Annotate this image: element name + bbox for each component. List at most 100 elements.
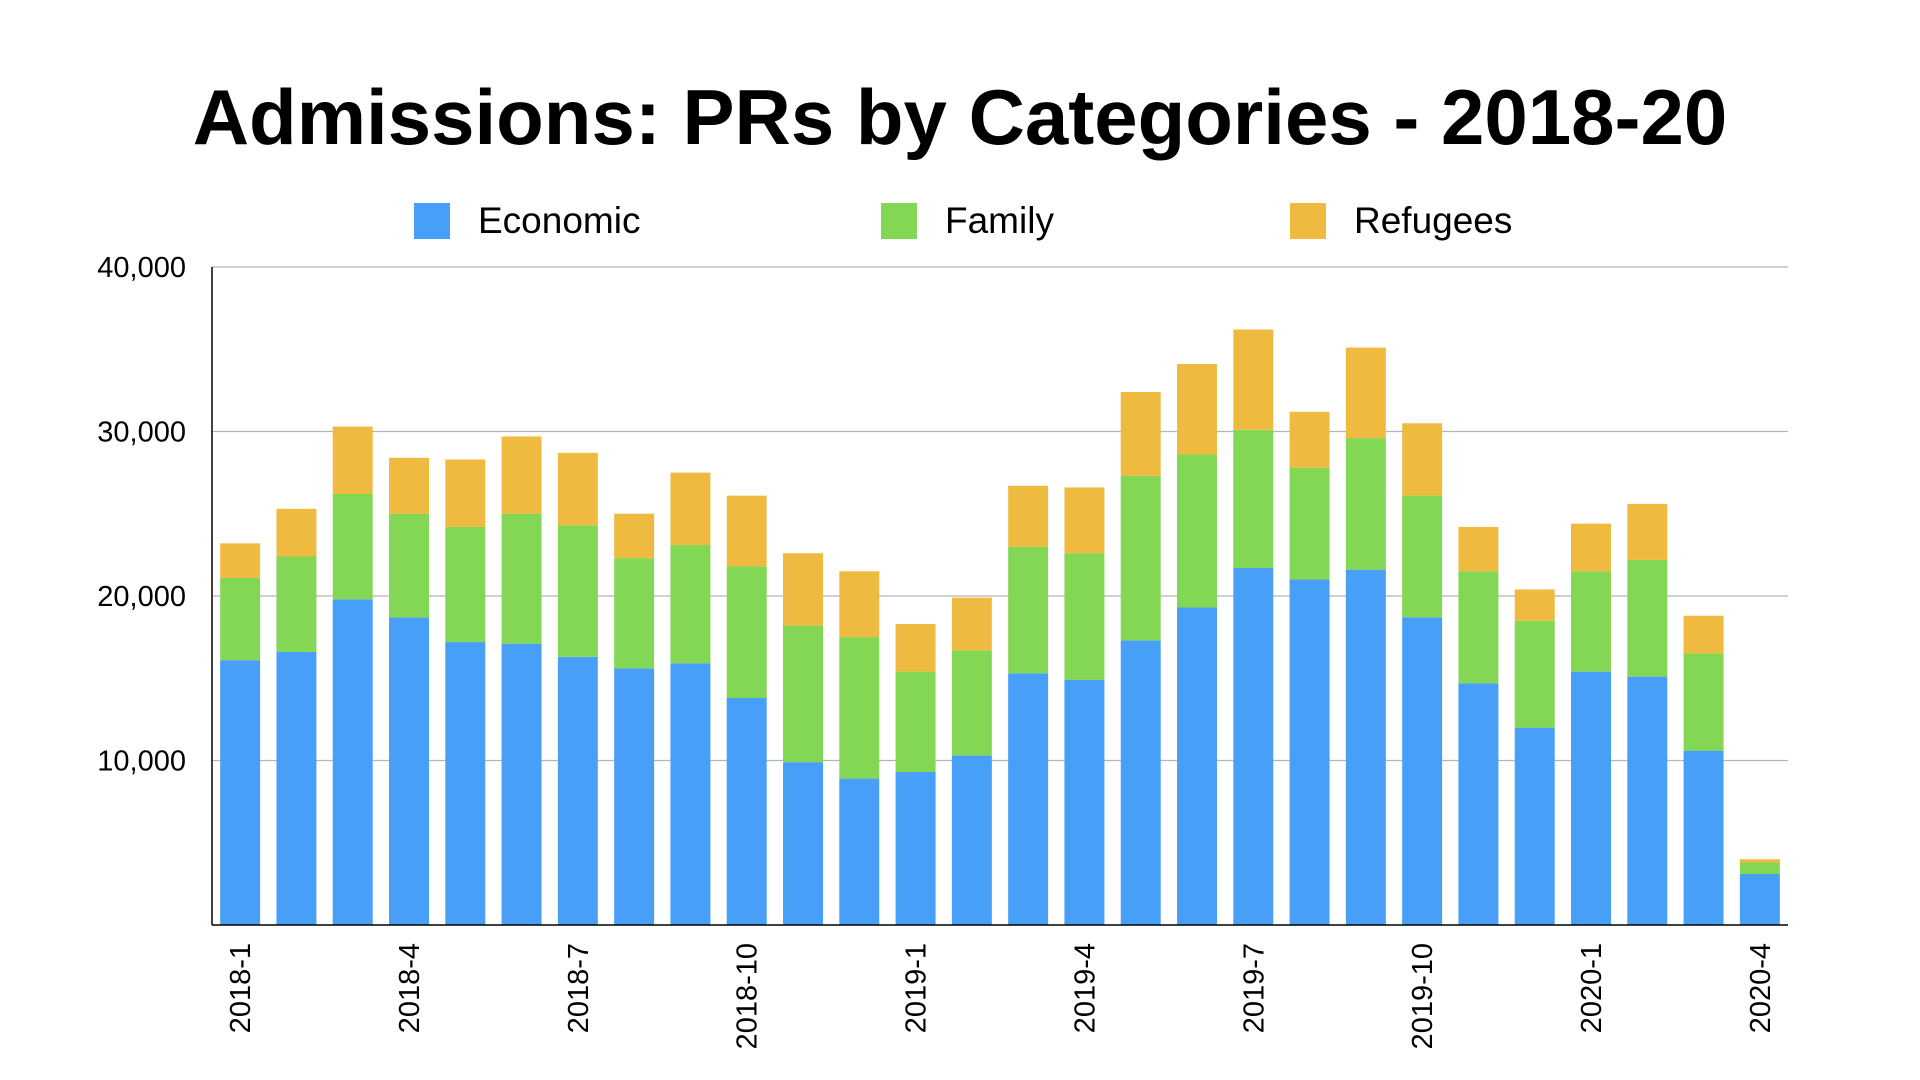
bar-stack [1683, 615, 1724, 925]
bar-segment-refugees [1571, 523, 1611, 572]
bar-segment-economic [1402, 617, 1443, 925]
bar-segment-economic [1514, 727, 1555, 925]
bar-stack [670, 472, 711, 925]
bar-segment-economic [1008, 673, 1049, 925]
bar-segment-family [1683, 653, 1724, 751]
bar-segment-economic [1120, 640, 1161, 925]
legend-item-economic: Economic [414, 200, 640, 242]
bar-segment-economic [276, 651, 317, 925]
x-tick-label: 2019-10 [1407, 943, 1439, 1049]
bar-segment-refugees [220, 543, 261, 578]
bar-segment-family [1233, 429, 1274, 569]
bar-stack [1289, 411, 1330, 925]
bar-segment-refugees [332, 426, 373, 495]
x-tick-label: 2018-1 [225, 943, 257, 1033]
bar-segment-refugees [276, 508, 317, 557]
bar-segment-economic [1064, 679, 1105, 925]
bar-segment-family [895, 671, 936, 773]
bar-segment-economic [557, 656, 598, 925]
legend-label-refugees: Refugees [1354, 200, 1513, 241]
bar-stack [1402, 423, 1443, 925]
bar-stack [726, 495, 767, 925]
bar-stack [1233, 329, 1274, 925]
bar-segment-economic [726, 697, 767, 925]
bar-stack [220, 543, 261, 925]
y-tick-label: 20,000 [97, 581, 186, 613]
bar-segment-family [1571, 571, 1611, 672]
bar-segment-economic [220, 660, 261, 925]
y-tick-label: 40,000 [97, 252, 186, 284]
bar-stack [783, 553, 823, 925]
bar-segment-economic [1345, 569, 1386, 925]
x-tick-label: 2019-4 [1069, 943, 1101, 1033]
bar-segment-economic [1233, 568, 1274, 925]
bar-segment-family [1402, 495, 1443, 618]
bar-segment-refugees [1289, 411, 1330, 468]
bar-segment-economic [501, 643, 542, 925]
bar-segment-refugees [1683, 615, 1724, 654]
bar-stack [614, 513, 655, 925]
bar-segment-refugees [783, 553, 823, 626]
bar-segment-economic [389, 617, 429, 925]
bar-stack [839, 571, 880, 925]
bar-segment-family [332, 494, 373, 600]
y-tick-label: 30,000 [97, 417, 186, 449]
bar-segment-economic [783, 762, 823, 925]
bar-segment-family [614, 558, 655, 669]
bar-stack [1008, 485, 1049, 925]
bar-segment-refugees [726, 495, 767, 567]
bar-segment-family [1064, 553, 1105, 680]
bar-segment-refugees [895, 623, 936, 672]
bar-segment-refugees [1233, 329, 1274, 430]
bar-segment-family [1627, 559, 1668, 677]
bar-segment-family [1008, 546, 1049, 674]
bar-segment-refugees [1008, 485, 1049, 547]
bar-segment-family [951, 650, 992, 756]
bar-segment-refugees [501, 436, 542, 514]
bar-segment-refugees [557, 452, 598, 526]
bar-segment-economic [839, 778, 880, 925]
bar-segment-economic [614, 668, 655, 925]
bar-stack [1177, 364, 1217, 925]
bar-segment-family [670, 545, 711, 664]
legend-swatch-family [881, 203, 917, 239]
bar-segment-economic [895, 772, 936, 925]
legend-item-refugees: Refugees [1290, 200, 1512, 242]
bar-stack [1514, 589, 1555, 925]
bar-segment-economic [445, 642, 486, 925]
bars [220, 329, 1780, 925]
bar-stack [1345, 347, 1386, 925]
bar-stack [1571, 523, 1611, 925]
bar-segment-refugees [389, 457, 429, 514]
legend-swatch-refugees [1290, 203, 1326, 239]
legend-label-family: Family [945, 200, 1054, 241]
bar-segment-economic [1627, 676, 1668, 925]
y-tick-labels: 10,000 20,000 30,000 40,000 [97, 252, 186, 778]
legend: Economic Family Refugees [0, 200, 1920, 242]
bar-segment-refugees [614, 513, 655, 559]
bar-stack [389, 457, 429, 925]
x-tick-label: 2019-7 [1238, 943, 1270, 1033]
legend-item-family: Family [881, 200, 1054, 242]
bar-segment-economic [332, 599, 373, 925]
bar-segment-family [389, 513, 429, 618]
legend-swatch-economic [414, 203, 450, 239]
bar-segment-economic [1571, 671, 1611, 925]
bar-stack [1064, 487, 1105, 925]
axes [211, 267, 1788, 926]
x-tick-label: 2019-1 [901, 943, 933, 1033]
bar-segment-family [1177, 454, 1217, 608]
bar-segment-economic [1739, 874, 1780, 925]
bar-stack [332, 426, 373, 925]
bar-segment-family [557, 525, 598, 657]
bar-segment-family [1514, 620, 1555, 728]
bar-segment-family [1345, 438, 1386, 570]
x-tick-label: 2018-4 [394, 943, 426, 1033]
bar-stack [951, 597, 992, 925]
y-tick-label: 10,000 [97, 746, 186, 778]
bar-segment-family [220, 577, 261, 661]
bar-segment-refugees [1514, 589, 1555, 621]
bar-segment-economic [1177, 607, 1217, 925]
chart-title: Admissions: PRs by Categories - 2018-20 [192, 73, 1728, 161]
